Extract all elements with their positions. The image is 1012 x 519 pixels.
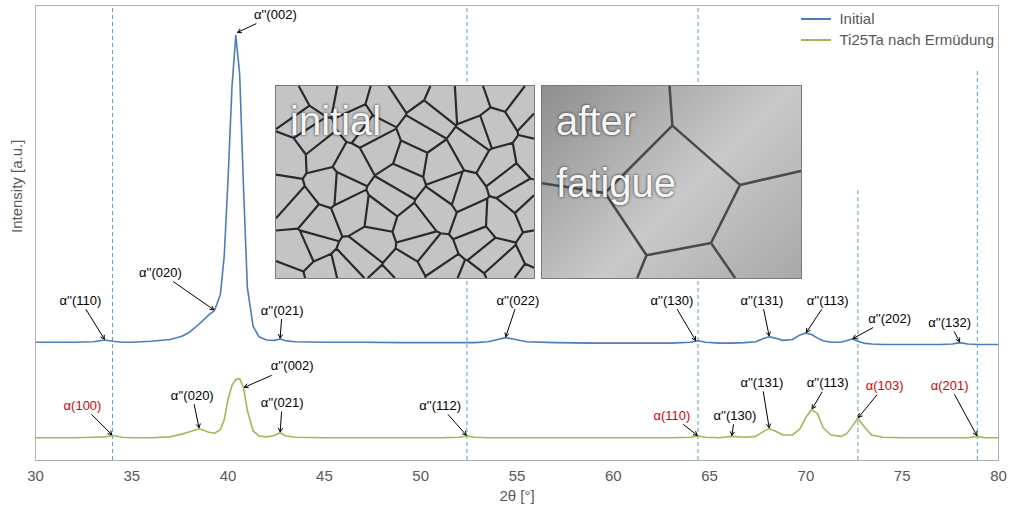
svg-text:α''(020): α''(020) — [171, 388, 214, 403]
svg-text:α''(021): α''(021) — [261, 395, 304, 410]
svg-text:40: 40 — [220, 467, 237, 484]
svg-text:75: 75 — [894, 467, 911, 484]
svg-text:50: 50 — [412, 467, 429, 484]
svg-text:2θ [°]: 2θ [°] — [499, 487, 534, 504]
svg-text:α''(002): α''(002) — [254, 7, 297, 22]
svg-text:α''(113): α''(113) — [807, 375, 849, 390]
svg-text:α''(022): α''(022) — [497, 293, 540, 308]
svg-text:35: 35 — [123, 467, 140, 484]
svg-text:α''(131): α''(131) — [740, 293, 783, 308]
html-text:Ti25Ta nach Ermüdung: Ti25Ta nach Ermüdung — [839, 31, 994, 48]
svg-text:α''(002): α''(002) — [271, 358, 314, 373]
svg-text:α''(130): α''(130) — [650, 293, 693, 308]
svg-text:α''(130): α''(130) — [713, 408, 756, 423]
svg-text:α(103): α(103) — [866, 378, 904, 393]
svg-text:α''(110): α''(110) — [59, 293, 101, 308]
svg-text:60: 60 — [605, 467, 622, 484]
svg-text:45: 45 — [316, 467, 333, 484]
svg-text:α''(112): α''(112) — [419, 398, 461, 413]
svg-text:α''(202): α''(202) — [868, 311, 911, 326]
svg-text:α''(132): α''(132) — [928, 315, 971, 330]
svg-text:α(201): α(201) — [931, 378, 969, 393]
html-text:after fatigue: after fatigue — [556, 99, 677, 205]
svg-text:Intensity [a.u.]: Intensity [a.u.] — [8, 140, 25, 233]
html-text:Initial: Initial — [839, 10, 875, 27]
html-text:initial: initial — [290, 99, 382, 143]
svg-text:65: 65 — [701, 467, 718, 484]
svg-text:α''(131): α''(131) — [740, 375, 783, 390]
svg-text:α''(020): α''(020) — [139, 265, 182, 280]
svg-text:55: 55 — [509, 467, 526, 484]
svg-text:70: 70 — [798, 467, 815, 484]
svg-text:30: 30 — [27, 467, 44, 484]
svg-text:α(110): α(110) — [653, 408, 690, 423]
svg-text:α''(113): α''(113) — [807, 293, 849, 308]
svg-text:α(100): α(100) — [64, 398, 102, 413]
svg-text:80: 80 — [990, 467, 1007, 484]
svg-text:α''(021): α''(021) — [261, 303, 304, 318]
